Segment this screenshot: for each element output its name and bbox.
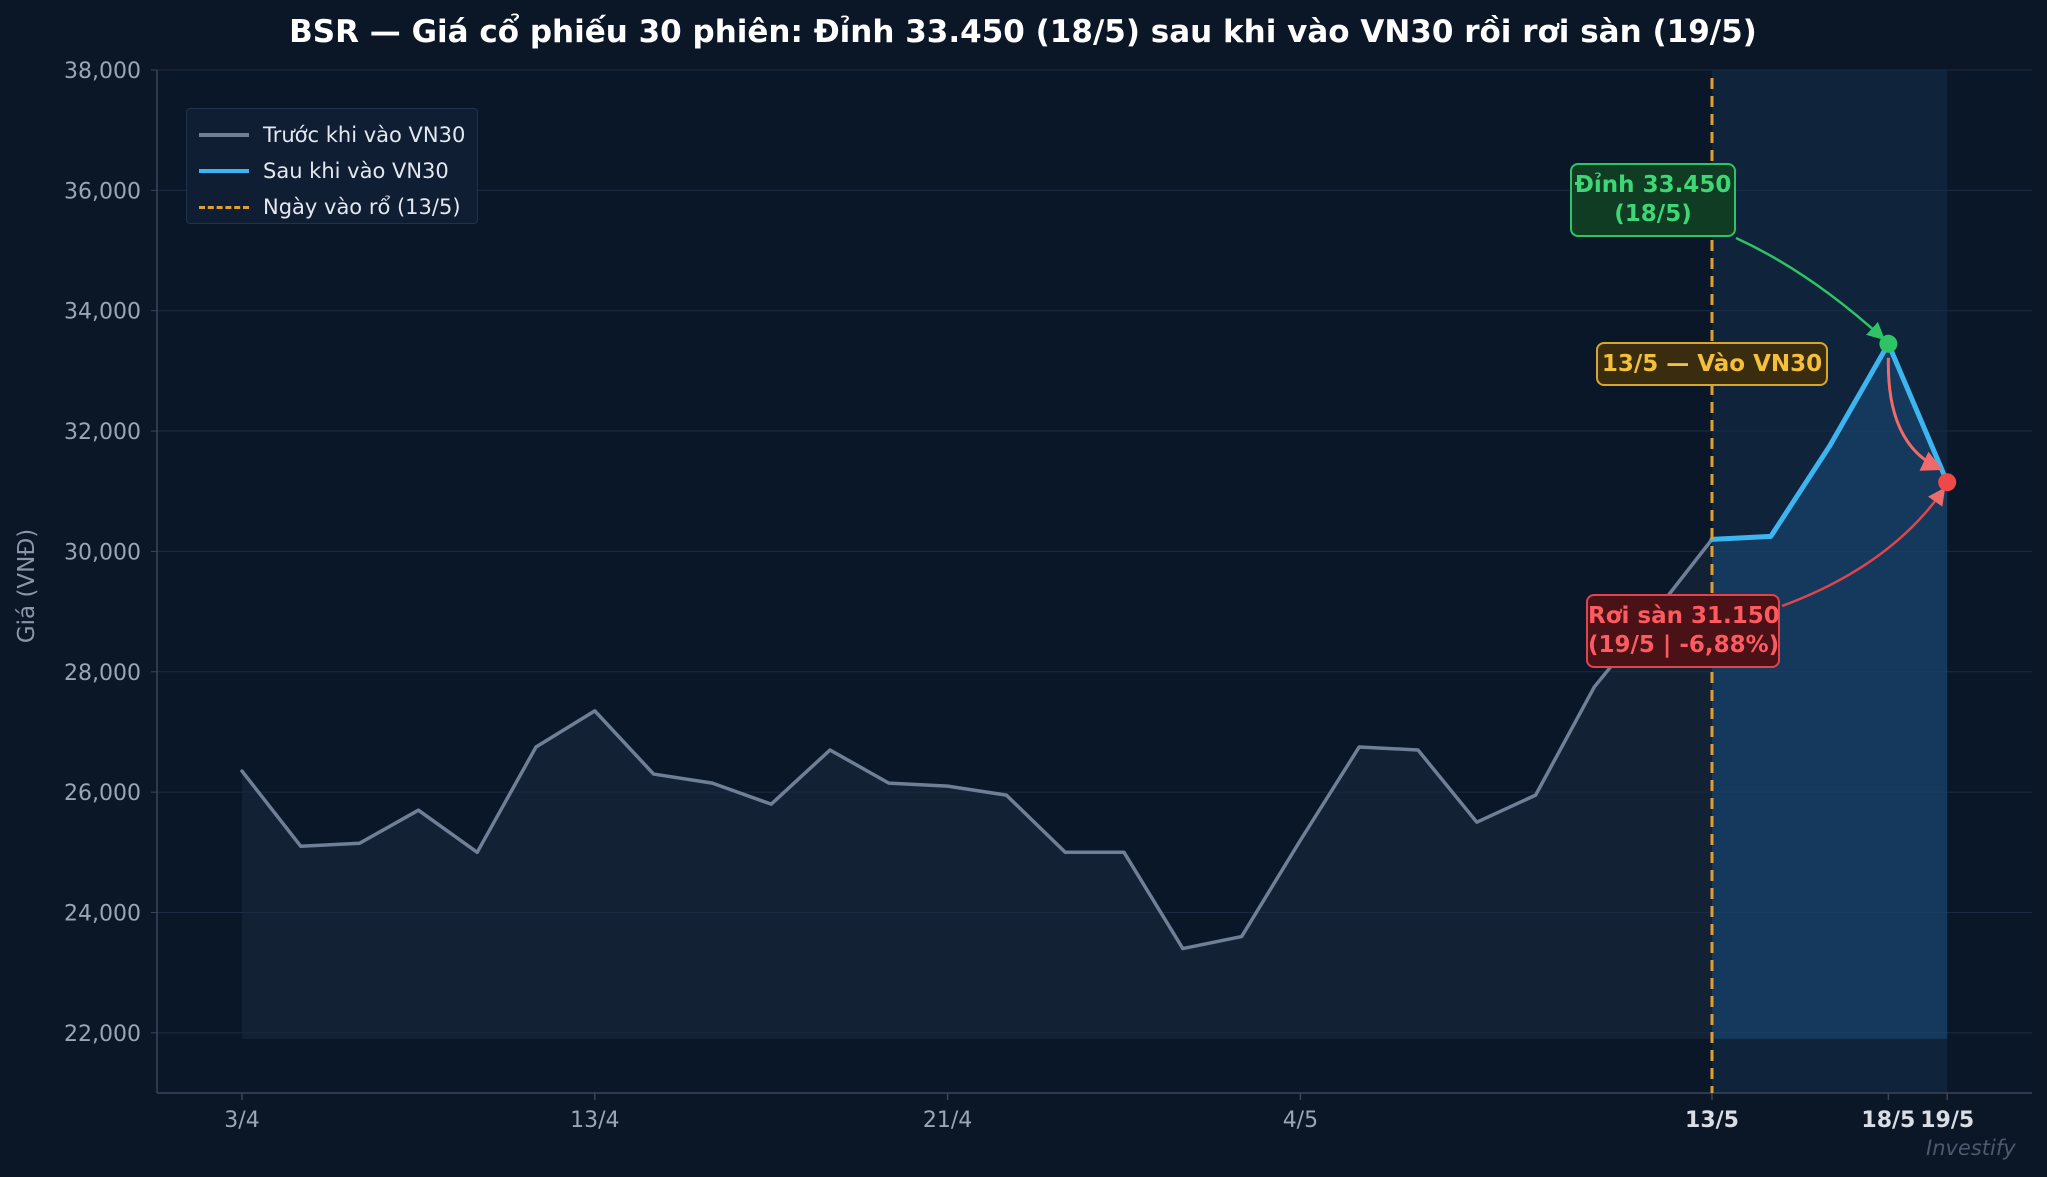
x-tick-label: 19/5 [1920, 1108, 1974, 1133]
y-tick-label: 26,000 [64, 781, 141, 806]
chart-title: BSR — Giá cổ phiếu 30 phiên: Đỉnh 33.450… [289, 14, 1757, 50]
area-before [242, 539, 1712, 1039]
y-axis-label: Giá (VNĐ) [14, 529, 40, 643]
drop-arrow [1886, 357, 1944, 471]
floor-annotation-line2: (19/5 | -6,88%) [1588, 632, 1780, 658]
x-tick-label: 13/4 [570, 1108, 619, 1133]
x-tick-label: 21/4 [923, 1108, 972, 1133]
legend: Trước khi vào VN30 Sau khi vào VN30 Ngày… [186, 108, 478, 224]
x-tick-label: 13/5 [1685, 1108, 1739, 1133]
series-line-before [240, 537, 1714, 951]
floor-arrow [1781, 487, 1946, 608]
x-tick-label: 18/5 [1861, 1108, 1915, 1133]
legend-item-before: Trước khi vào VN30 [199, 117, 467, 153]
y-tick-label: 34,000 [64, 300, 141, 325]
legend-swatch-before [199, 133, 249, 137]
y-tick-label: 38,000 [64, 59, 141, 84]
watermark: Investify [1926, 1136, 2016, 1160]
peak-annotation-line1: Đỉnh 33.450 [1574, 172, 1732, 198]
legend-swatch-after [199, 169, 249, 173]
y-tick-label: 32,000 [64, 420, 141, 445]
entry-annotation-text: 13/5 — Vào VN30 [1601, 351, 1823, 377]
y-tick-label: 24,000 [64, 901, 141, 926]
floor-point [1938, 473, 1957, 492]
legend-label-after: Sau khi vào VN30 [263, 159, 449, 183]
legend-item-reference: Ngày vào rổ (13/5) [199, 189, 467, 225]
peak-annotation-line2: (18/5) [1614, 201, 1692, 227]
legend-label-before: Trước khi vào VN30 [263, 123, 466, 147]
peak-arrow [1735, 236, 1885, 341]
floor-annotation: Rơi sàn 31.150 (19/5 | -6,88%) [1586, 594, 1780, 668]
entry-annotation: 13/5 — Vào VN30 [1596, 342, 1828, 386]
y-tick-label: 36,000 [64, 179, 141, 204]
legend-item-after: Sau khi vào VN30 [199, 153, 467, 189]
y-tick-label: 30,000 [64, 540, 141, 565]
y-tick-label: 22,000 [64, 1022, 141, 1047]
peak-point [1879, 334, 1898, 353]
legend-swatch-reference [199, 205, 249, 209]
floor-annotation-line1: Rơi sàn 31.150 [1588, 603, 1780, 629]
x-tick-label: 4/5 [1283, 1108, 1318, 1133]
area-after [1712, 343, 1948, 1039]
series-line-after [1709, 341, 1950, 542]
legend-label-reference: Ngày vào rổ (13/5) [263, 195, 461, 219]
y-tick-label: 28,000 [64, 661, 141, 686]
peak-annotation: Đỉnh 33.450 (18/5) [1570, 163, 1736, 237]
x-tick-label: 3/4 [224, 1108, 259, 1133]
